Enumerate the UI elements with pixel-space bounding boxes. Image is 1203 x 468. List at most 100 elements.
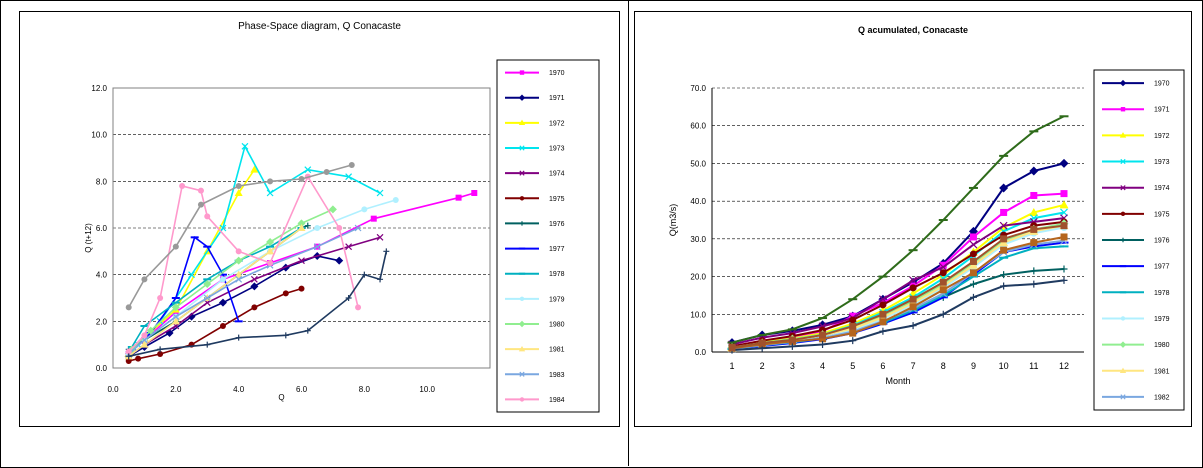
data-point bbox=[1061, 277, 1068, 284]
x-tick-label: 6 bbox=[880, 361, 885, 371]
x-tick-label: 10 bbox=[999, 361, 1009, 371]
data-point bbox=[220, 276, 226, 282]
data-point bbox=[250, 282, 258, 290]
x-axis-label: Q bbox=[278, 393, 284, 402]
data-point bbox=[910, 284, 917, 291]
legend-label: 1980 bbox=[1154, 342, 1170, 349]
series-line bbox=[129, 228, 358, 354]
x-tick-label: 10.0 bbox=[419, 385, 435, 394]
data-point bbox=[728, 342, 737, 344]
data-point bbox=[377, 190, 383, 196]
data-point bbox=[849, 316, 856, 323]
legend-label: 1970 bbox=[1154, 81, 1170, 88]
data-point bbox=[267, 190, 273, 196]
series-line bbox=[129, 237, 380, 356]
data-point bbox=[1029, 130, 1038, 132]
data-point bbox=[471, 190, 477, 196]
y-tick-label: 40.0 bbox=[690, 197, 706, 206]
data-point bbox=[1060, 200, 1069, 208]
accumulated-plot: 0.010.020.030.040.050.060.070.01 2 3 4 5 6 7 8 9… bbox=[635, 12, 1191, 426]
data-point bbox=[1000, 235, 1007, 242]
y-tick-label: 2.0 bbox=[96, 317, 108, 326]
data-point bbox=[251, 304, 257, 310]
data-point bbox=[879, 328, 886, 335]
data-point bbox=[1000, 209, 1007, 216]
data-point bbox=[393, 197, 399, 203]
data-point bbox=[204, 213, 210, 219]
y-tick-label: 50.0 bbox=[690, 159, 706, 168]
legend-marker bbox=[520, 70, 524, 74]
data-point bbox=[198, 202, 204, 208]
data-point bbox=[999, 257, 1008, 259]
legend-marker bbox=[1121, 212, 1125, 216]
data-point bbox=[818, 317, 827, 319]
data-point bbox=[235, 320, 243, 322]
data-point bbox=[283, 332, 289, 338]
legend-label: 1981 bbox=[549, 347, 565, 354]
data-point bbox=[191, 236, 199, 238]
data-point bbox=[324, 169, 330, 175]
legend-label: 1977 bbox=[549, 246, 565, 253]
data-point bbox=[236, 335, 242, 341]
data-point bbox=[970, 269, 977, 276]
data-point bbox=[849, 330, 856, 337]
legend-label: 1980 bbox=[549, 322, 565, 329]
x-tick-label: 12 bbox=[1059, 361, 1069, 371]
x-tick-label: 7 bbox=[911, 361, 916, 371]
data-point bbox=[141, 332, 147, 338]
data-point bbox=[336, 225, 342, 231]
legend-label: 1976 bbox=[549, 221, 565, 228]
x-tick-label: 9 bbox=[971, 361, 976, 371]
data-point bbox=[1000, 271, 1007, 278]
y-tick-label: 10.0 bbox=[690, 310, 706, 319]
data-point bbox=[939, 219, 948, 221]
x-tick-label: 4.0 bbox=[233, 385, 245, 394]
data-point bbox=[172, 297, 180, 299]
data-point bbox=[179, 183, 185, 189]
x-axis-label: Month bbox=[885, 376, 910, 386]
data-point bbox=[299, 286, 305, 292]
data-point bbox=[236, 248, 242, 254]
legend-label: 1973 bbox=[1154, 159, 1170, 166]
data-point bbox=[969, 187, 978, 189]
legend-label: 1984 bbox=[549, 397, 565, 404]
y-tick-label: 70.0 bbox=[690, 84, 706, 93]
legend-marker bbox=[520, 297, 524, 301]
x-tick-label: 5 bbox=[850, 361, 855, 371]
data-point bbox=[1060, 245, 1069, 247]
legend-marker bbox=[1120, 291, 1126, 293]
data-point bbox=[910, 303, 917, 310]
data-point bbox=[1030, 267, 1037, 274]
x-tick-label: 8.0 bbox=[359, 385, 371, 394]
y-tick-label: 60.0 bbox=[690, 122, 706, 131]
legend-label: 1973 bbox=[549, 146, 565, 153]
data-point bbox=[1061, 233, 1068, 240]
x-tick-label: 2 bbox=[760, 361, 765, 371]
y-tick-label: 6.0 bbox=[96, 224, 108, 233]
x-tick-label: 4 bbox=[820, 361, 825, 371]
x-tick-label: 6.0 bbox=[296, 385, 308, 394]
legend-marker bbox=[519, 273, 525, 275]
legend-label: 1975 bbox=[1154, 211, 1170, 218]
data-point bbox=[456, 195, 462, 201]
y-axis-label: Q(m3/s) bbox=[668, 204, 678, 237]
legend-label: 1983 bbox=[549, 372, 565, 379]
y-tick-label: 0.0 bbox=[96, 364, 108, 373]
data-point bbox=[219, 299, 227, 307]
data-point bbox=[135, 356, 141, 362]
y-tick-label: 0.0 bbox=[695, 348, 707, 357]
x-tick-label: 0.0 bbox=[107, 385, 119, 394]
legend-label: 1982 bbox=[1154, 394, 1170, 401]
legend-marker bbox=[1121, 316, 1125, 320]
data-point bbox=[759, 339, 766, 346]
y-tick-label: 10.0 bbox=[91, 131, 107, 140]
legend-label: 1977 bbox=[1154, 264, 1170, 271]
x-tick-label: 2.0 bbox=[170, 385, 182, 394]
phase-space-plot: 0.0 2.0 4.0 6.0 8.0 10.0 12.0 0.0 2.0 4.0 6.0 8.0 10… bbox=[20, 12, 619, 426]
legend-label: 1974 bbox=[549, 171, 565, 178]
x-tick-label: 3 bbox=[790, 361, 795, 371]
data-point bbox=[970, 281, 977, 288]
y-tick-label: 30.0 bbox=[690, 235, 706, 244]
data-point bbox=[940, 269, 947, 276]
data-point bbox=[236, 183, 242, 189]
